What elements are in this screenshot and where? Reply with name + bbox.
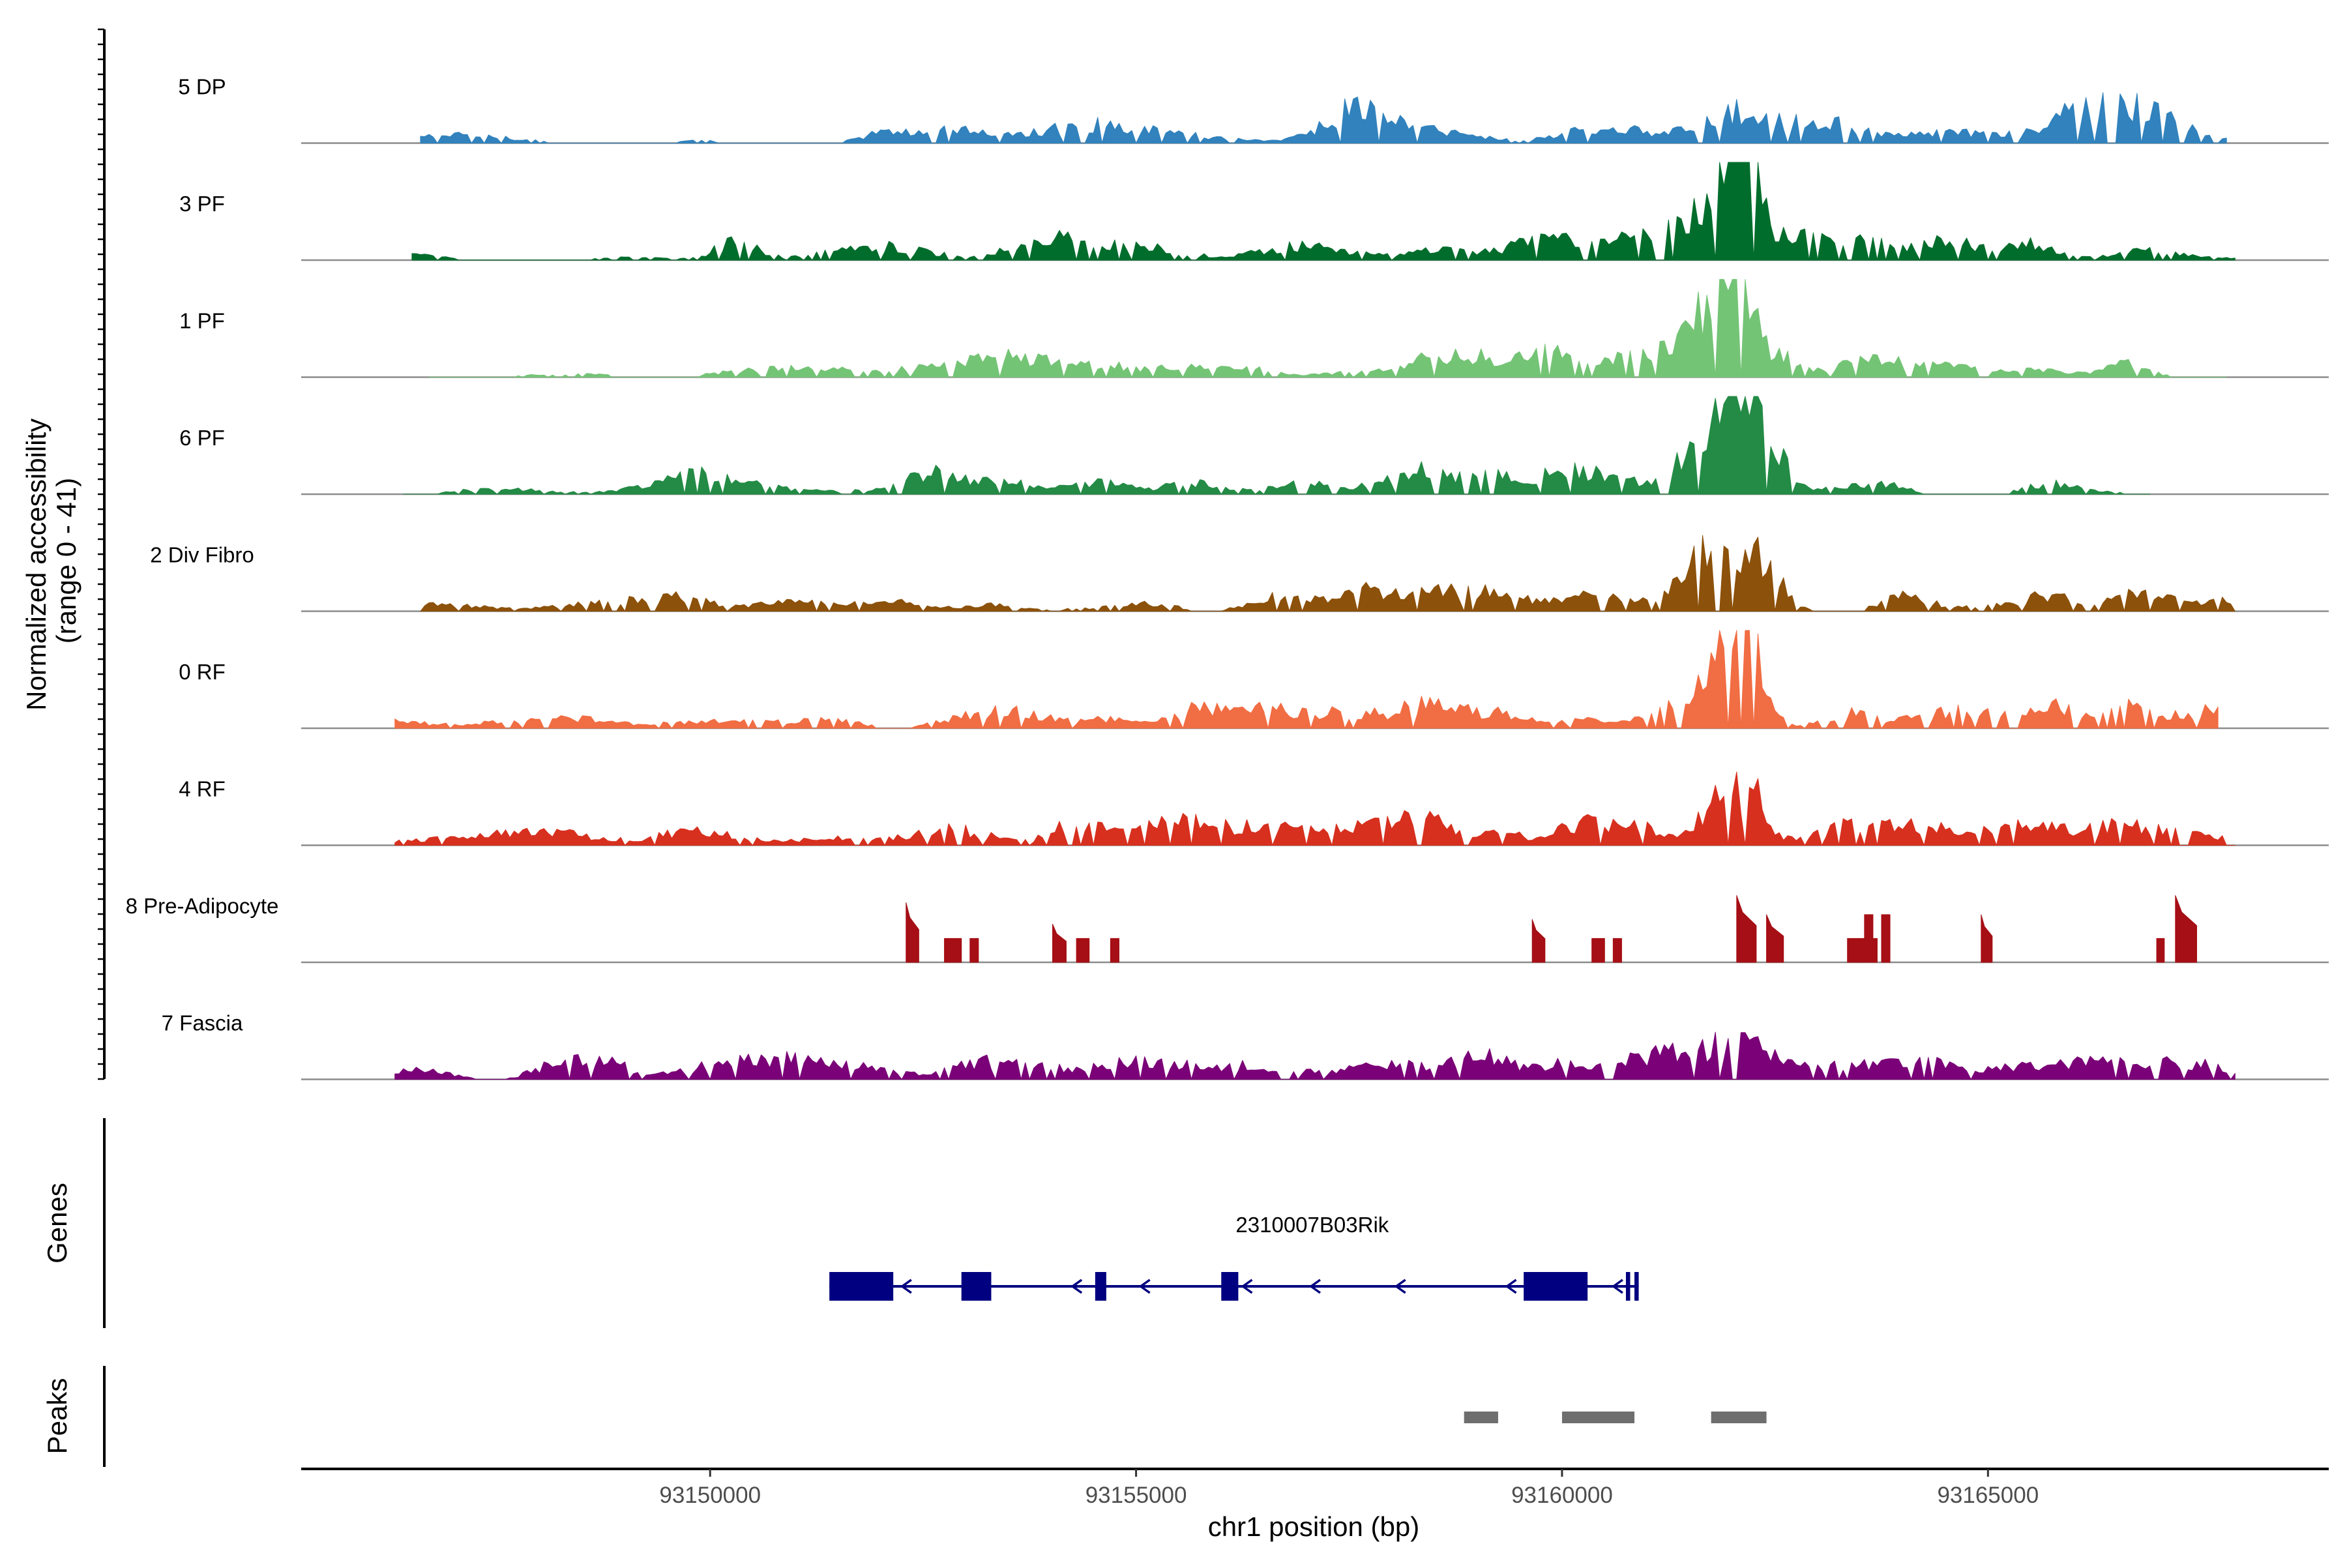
gene-exon	[1524, 1272, 1588, 1301]
track-label: 3 PF	[179, 192, 225, 216]
coverage-area	[394, 630, 2219, 729]
peak-region-panel	[103, 1366, 1767, 1467]
gene-strand-arrow	[1611, 1279, 1623, 1294]
coverage-area	[420, 92, 2227, 143]
gene-exon	[1095, 1272, 1106, 1301]
gene-exon	[961, 1272, 992, 1301]
track-8-pre-adipocyte: 8 Pre-Adipocyte	[126, 894, 2329, 964]
peak-region	[1464, 1412, 1498, 1423]
x-axis: 93150000 93155000 93160000 93165000	[301, 1468, 2329, 1508]
track-6-pf: 6 PF	[179, 396, 2329, 496]
track-label: 8 Pre-Adipocyte	[126, 894, 279, 918]
gene-strand-arrow	[1070, 1279, 1083, 1294]
x-tick-label: 93160000	[1511, 1483, 1613, 1508]
x-tick-label: 93165000	[1937, 1483, 2039, 1508]
peak-region	[1561, 1412, 1635, 1423]
y-axis	[98, 28, 106, 1080]
gene-annotation-panel: 2310007B03Rik	[103, 1118, 1639, 1328]
gene-name-label: 2310007B03Rik	[1235, 1213, 1389, 1237]
track-label: 2 Div Fibro	[150, 543, 254, 567]
genes-panel-title: Genes	[42, 1183, 72, 1264]
track-0-rf: 0 RF	[179, 630, 2329, 730]
x-tick-label: 93150000	[659, 1483, 761, 1508]
coverage-area	[906, 895, 2197, 963]
track-label: 4 RF	[179, 777, 226, 801]
track-label: 1 PF	[179, 309, 225, 333]
gene-exon	[1625, 1272, 1631, 1301]
gene-exon	[829, 1272, 894, 1301]
gene-strand-arrow	[1241, 1279, 1253, 1294]
track-label: 6 PF	[179, 426, 225, 450]
y-axis-title-line1: Normalized accessibility	[21, 419, 52, 711]
coverage-area	[428, 279, 2227, 377]
y-axis-title-line2: (range 0 - 41)	[51, 478, 81, 643]
gene-exon	[1634, 1272, 1639, 1301]
track-3-pf: 3 PF	[179, 162, 2329, 261]
track-7-fascia: 7 Fascia	[162, 1011, 2329, 1080]
gene-strand-arrow	[1308, 1279, 1321, 1294]
x-axis-title: chr1 position (bp)	[1208, 1511, 1420, 1542]
coverage-tracks: 5 DP 3 PF 1 PF 6 PF 2 Div Fibro 0 RF 4 RF 8 Pre…	[126, 75, 2329, 1080]
track-label: 7 Fascia	[162, 1011, 243, 1035]
track-2-div-fibro: 2 Div Fibro	[150, 535, 2329, 612]
x-tick-label: 93155000	[1085, 1483, 1187, 1508]
peaks-panel-title: Peaks	[42, 1378, 72, 1455]
gene-exon	[1221, 1272, 1239, 1301]
track-4-rf: 4 RF	[179, 771, 2329, 846]
track-label: 5 DP	[178, 75, 226, 99]
coverage-area	[394, 771, 2236, 846]
coverage-area	[411, 162, 2236, 261]
gene-strand-arrow	[1138, 1279, 1151, 1294]
track-5-dp: 5 DP	[178, 75, 2329, 144]
track-1-pf: 1 PF	[179, 279, 2329, 378]
gene-strand-arrow	[900, 1279, 912, 1294]
gene-strand-arrow	[1505, 1279, 1517, 1294]
coverage-area	[403, 396, 2151, 495]
coverage-area	[394, 1031, 2236, 1080]
gene-strand-arrow	[1394, 1279, 1406, 1294]
peak-region	[1711, 1412, 1767, 1423]
track-label: 0 RF	[179, 660, 226, 684]
y-axis-title: Normalized accessibility (range 0 - 41)	[21, 411, 81, 711]
coverage-area	[420, 535, 2236, 612]
